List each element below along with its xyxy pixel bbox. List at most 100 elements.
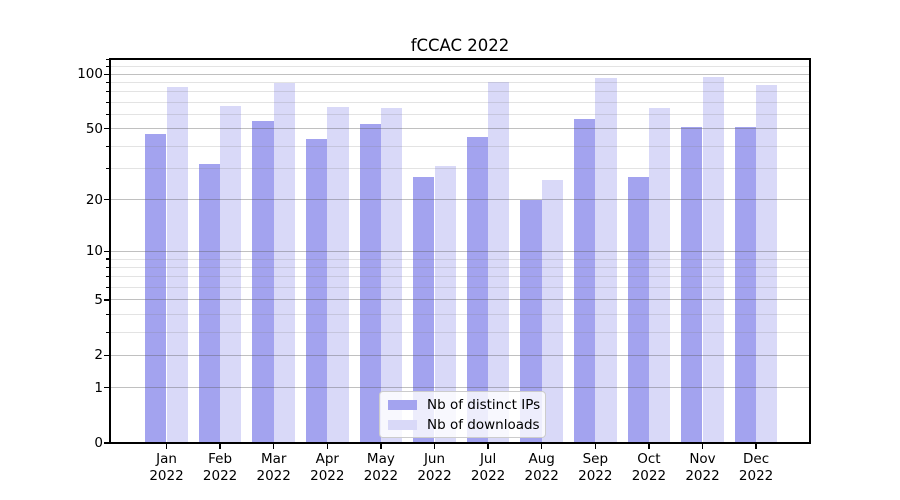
x-tick-label: Apr 2022 (299, 451, 355, 484)
bar-distinct-ips (573, 118, 596, 443)
major-gridline (111, 199, 809, 201)
top-spine (109, 58, 811, 60)
bar-distinct-ips (520, 199, 542, 443)
minor-gridline (111, 313, 809, 315)
x-tick-month: Aug (528, 451, 555, 467)
y-minor-tick (106, 167, 110, 170)
x-tick (326, 444, 328, 449)
x-tick-year: 2022 (256, 467, 291, 484)
y-tick-label: 100 (77, 66, 103, 83)
legend-label-downloads: Nb of downloads (427, 416, 540, 433)
y-tick-label: 1 (94, 379, 103, 396)
y-major-tick (103, 128, 110, 130)
x-tick-label: Dec 2022 (728, 451, 784, 484)
y-minor-tick (106, 313, 110, 315)
x-tick-year: 2022 (363, 467, 399, 484)
y-minor-tick (106, 91, 110, 93)
x-tick-year: 2022 (524, 467, 559, 484)
chart-title: fCCAC 2022 (410, 36, 510, 55)
bar-distinct-ips (198, 163, 221, 443)
minor-gridline (111, 258, 809, 260)
y-minor-tick (106, 331, 110, 333)
major-gridline (111, 128, 809, 130)
bottom-spine (109, 442, 811, 444)
x-tick-label: Jan 2022 (139, 451, 195, 484)
minor-gridline (111, 82, 809, 84)
y-minor-tick (106, 59, 110, 61)
x-tick-year: 2022 (631, 467, 667, 484)
bar-downloads (702, 77, 724, 443)
bar-downloads (166, 87, 188, 443)
legend: Nb of distinct IPs Nb of downloads (379, 391, 546, 438)
minor-gridline (111, 66, 809, 68)
minor-gridline (111, 101, 809, 103)
x-tick-label: Mar 2022 (246, 451, 302, 484)
bar-downloads (488, 81, 510, 443)
x-tick-label: Aug 2022 (514, 451, 570, 484)
y-minor-tick (106, 101, 110, 103)
x-tick-month: Sep (582, 451, 609, 467)
x-tick-label: Sep 2022 (567, 451, 623, 484)
x-tick (701, 444, 704, 449)
x-tick (273, 444, 275, 449)
x-tick-month: Mar (260, 451, 287, 467)
bar-downloads (648, 108, 671, 443)
bar-distinct-ips (252, 121, 274, 443)
legend-item-downloads: Nb of downloads (388, 416, 540, 433)
bar-distinct-ips (413, 176, 435, 443)
y-minor-tick (106, 266, 110, 268)
x-tick-label: Jun 2022 (407, 451, 463, 484)
x-tick-year: 2022 (202, 467, 238, 484)
bar-downloads (273, 82, 296, 443)
y-minor-tick (106, 145, 110, 147)
x-tick (648, 444, 650, 449)
x-tick-year: 2022 (685, 467, 720, 484)
bar-distinct-ips (359, 124, 381, 443)
minor-gridline (111, 145, 809, 147)
x-tick-year: 2022 (417, 467, 452, 484)
bar-downloads (541, 179, 564, 443)
y-major-tick (103, 250, 110, 253)
y-major-tick (103, 442, 110, 444)
y-tick-label: 10 (85, 243, 103, 260)
right-spine (809, 58, 811, 444)
minor-gridline (111, 331, 809, 333)
bar-downloads (434, 166, 456, 443)
x-tick (380, 444, 382, 449)
x-tick (165, 444, 168, 449)
bar-distinct-ips (627, 176, 649, 443)
minor-gridline (111, 287, 809, 288)
major-gridline (111, 299, 809, 301)
y-major-tick (103, 386, 110, 389)
y-tick-label: 50 (85, 120, 103, 137)
x-tick-year: 2022 (470, 467, 506, 484)
y-minor-tick (106, 113, 110, 116)
bar-downloads (756, 85, 778, 443)
x-tick-month: Nov (689, 451, 716, 467)
legend-label-distinct-ips: Nb of distinct IPs (427, 396, 541, 413)
y-tick-label: 0 (94, 435, 103, 451)
y-minor-tick (106, 258, 110, 260)
y-tick-label: 20 (85, 191, 103, 208)
x-tick-year: 2022 (578, 467, 613, 484)
bar-distinct-ips (305, 138, 328, 443)
x-tick-month: Jan (156, 451, 177, 467)
bar-distinct-ips (466, 137, 489, 443)
x-tick (755, 444, 757, 449)
major-gridline (111, 387, 809, 389)
y-minor-tick (106, 286, 110, 289)
y-tick-label: 2 (94, 347, 103, 364)
x-tick-label: Jul 2022 (460, 451, 516, 484)
major-gridline (111, 354, 809, 356)
bar-distinct-ips (681, 127, 703, 443)
bar-downloads (220, 105, 242, 443)
x-tick-month: Feb (208, 451, 233, 467)
x-tick-label: Feb 2022 (192, 451, 248, 484)
y-minor-tick (106, 276, 110, 278)
x-tick-month: Oct (637, 451, 661, 467)
